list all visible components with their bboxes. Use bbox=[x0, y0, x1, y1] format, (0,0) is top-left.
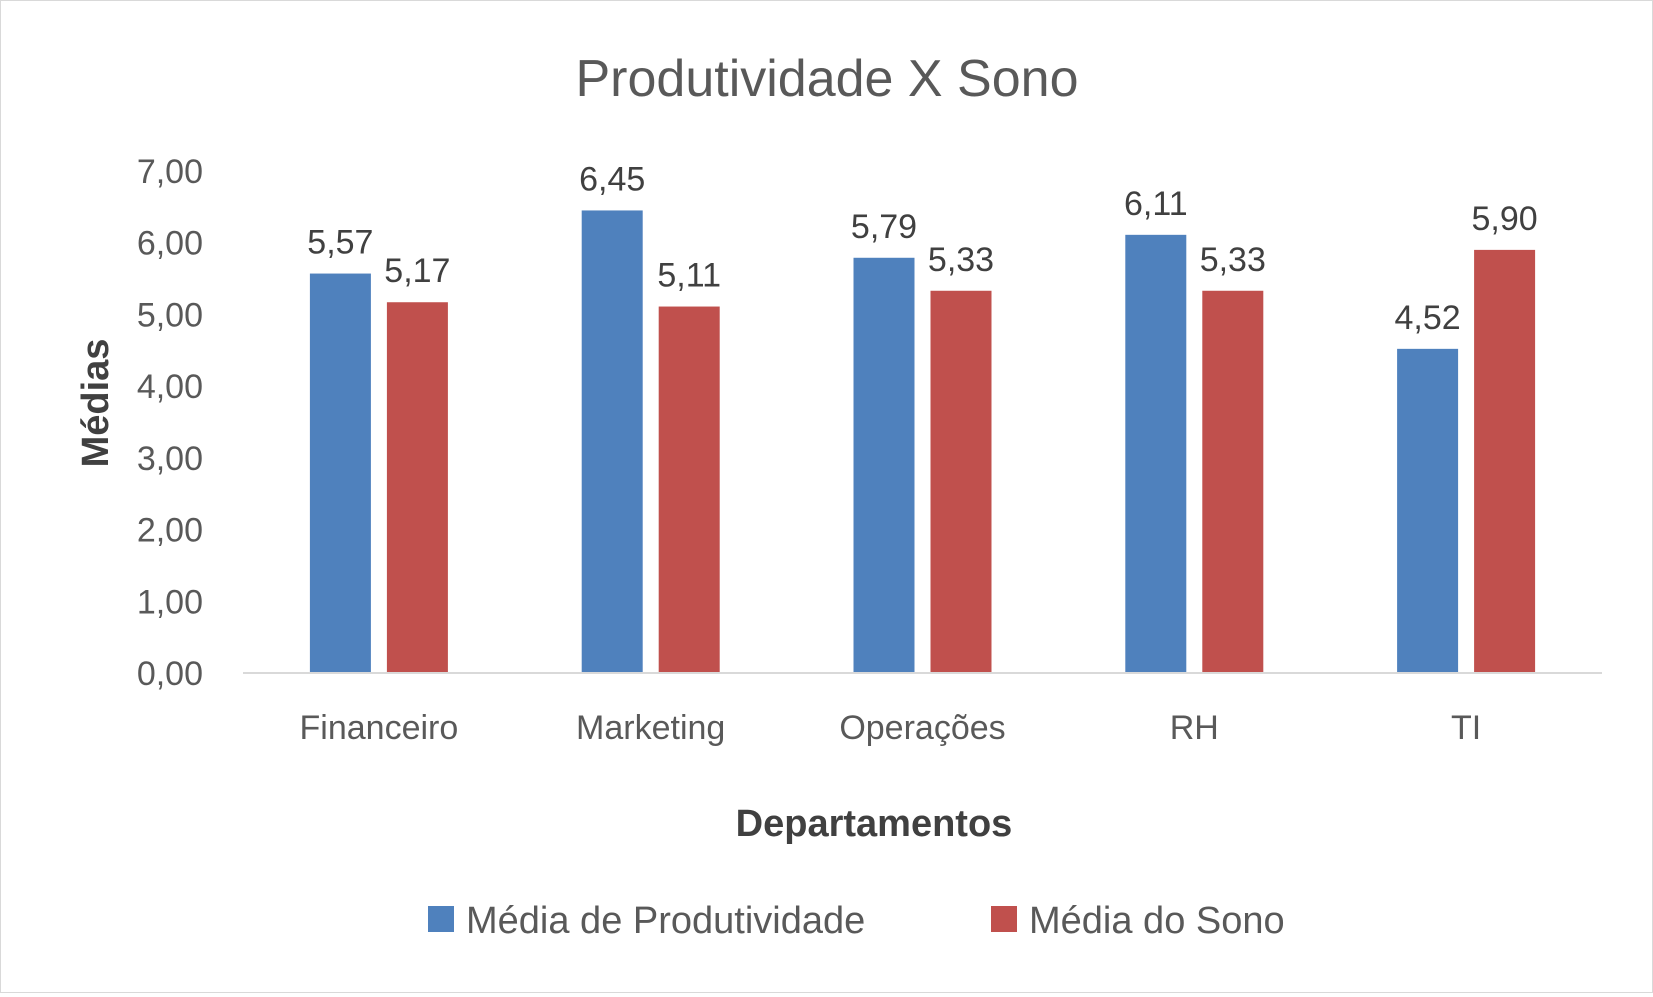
data-label: 5,33 bbox=[1200, 241, 1266, 279]
bar-sono bbox=[658, 306, 720, 673]
data-label: 5,33 bbox=[928, 241, 994, 279]
legend-swatch bbox=[428, 906, 454, 932]
legend-label: Média de Produtividade bbox=[466, 900, 865, 942]
x-axis-title: Departamentos bbox=[736, 803, 1013, 845]
y-tick-label: 2,00 bbox=[137, 512, 203, 550]
bar-sono bbox=[386, 302, 448, 673]
x-tick-label: RH bbox=[1170, 709, 1219, 747]
data-labels-group: 5,57 5,17 6,45 5,11 5,79 5,33 6,11 5,33 4,52 5,90 bbox=[307, 160, 1537, 336]
y-tick-label: 5,00 bbox=[137, 296, 203, 334]
y-tick-label: 6,00 bbox=[137, 225, 203, 263]
data-label: 5,90 bbox=[1472, 200, 1538, 238]
legend-swatch bbox=[991, 906, 1017, 932]
data-label: 6,45 bbox=[579, 160, 645, 198]
y-tick-label: 7,00 bbox=[137, 153, 203, 191]
y-axis-ticks: 0,00 1,00 2,00 3,00 4,00 5,00 6,00 7,00 bbox=[137, 153, 203, 693]
y-tick-label: 0,00 bbox=[137, 655, 203, 693]
x-tick-label: Operações bbox=[839, 709, 1005, 747]
y-tick-label: 3,00 bbox=[137, 440, 203, 478]
bar-produtividade bbox=[581, 210, 643, 673]
legend: Média de Produtividade Média do Sono bbox=[428, 900, 1285, 942]
legend-label: Média do Sono bbox=[1029, 900, 1285, 942]
bar-produtividade bbox=[1125, 234, 1187, 673]
bar-sono bbox=[1202, 290, 1264, 673]
chart-title: Produtividade X Sono bbox=[575, 50, 1078, 108]
data-label: 6,11 bbox=[1124, 185, 1188, 223]
bar-produtividade bbox=[309, 273, 371, 673]
bar-produtividade bbox=[1397, 348, 1459, 673]
x-axis-ticks: Financeiro Marketing Operações RH TI bbox=[300, 709, 1482, 747]
data-label: 5,11 bbox=[657, 257, 721, 295]
bar-produtividade bbox=[853, 257, 915, 673]
bars-group bbox=[309, 210, 1536, 673]
data-label: 5,57 bbox=[307, 224, 373, 262]
y-tick-label: 4,00 bbox=[137, 368, 203, 406]
y-axis-title: Médias bbox=[75, 339, 117, 468]
y-tick-label: 1,00 bbox=[137, 583, 203, 621]
x-tick-label: Financeiro bbox=[300, 709, 459, 747]
bar-sono bbox=[1474, 249, 1536, 673]
x-tick-label: TI bbox=[1451, 709, 1481, 747]
bar-sono bbox=[930, 290, 992, 673]
data-label: 4,52 bbox=[1395, 299, 1461, 337]
data-label: 5,17 bbox=[384, 252, 450, 290]
x-tick-label: Marketing bbox=[576, 709, 725, 747]
data-label: 5,79 bbox=[851, 208, 917, 246]
